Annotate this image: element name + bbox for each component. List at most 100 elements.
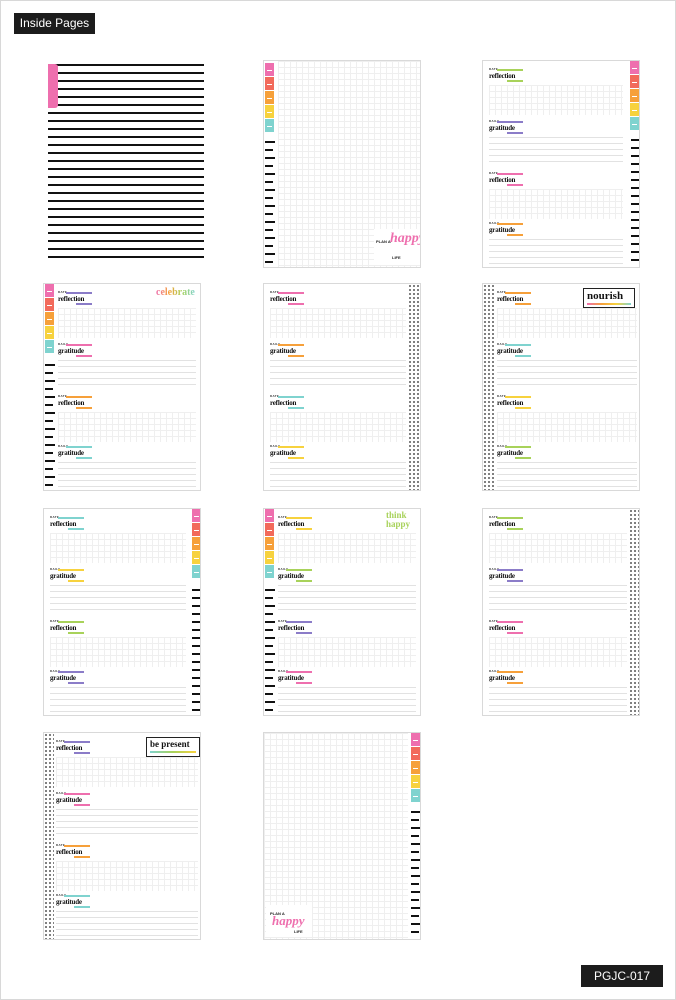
edge-tick (45, 388, 53, 390)
heading-underline (288, 355, 304, 357)
reflection-grid (58, 308, 196, 338)
edge-tick (45, 372, 53, 374)
reflection-grid (278, 533, 416, 563)
heading-underline (296, 632, 312, 634)
edge-tick (265, 181, 273, 183)
edge-tick (631, 227, 639, 229)
writing-line (497, 366, 637, 367)
reflection-heading: reflection (56, 744, 83, 752)
daily-label: DAILY (58, 444, 69, 448)
dot-grid (264, 733, 408, 939)
reflection-heading: reflection (278, 520, 305, 528)
writing-line (50, 597, 186, 598)
gratitude-heading: gratitude (489, 226, 515, 234)
gratitude-heading: gratitude (56, 796, 82, 804)
dotted-edge (408, 284, 420, 490)
date-label: DATE (58, 394, 68, 398)
reflection-grid (58, 412, 196, 442)
stripe-line (48, 168, 204, 170)
writing-line (58, 486, 196, 487)
color-swash (278, 344, 304, 346)
edge-tick (265, 685, 275, 687)
section-tab (192, 565, 200, 578)
edge-tick (631, 155, 639, 157)
gratitude-heading: gratitude (58, 347, 84, 355)
edge-tick (631, 203, 639, 205)
reflection-heading: reflection (497, 399, 524, 407)
stripe-line (48, 152, 204, 154)
section-tab (630, 61, 639, 74)
color-swash (58, 621, 84, 623)
writing-line (489, 687, 627, 688)
heading-underline (68, 528, 84, 530)
edge-tick (265, 221, 275, 223)
writing-line (50, 609, 186, 610)
writing-line (489, 155, 623, 156)
writing-line (497, 486, 637, 487)
stripe-line (48, 80, 204, 82)
reflection-grid (489, 637, 627, 667)
writing-line (278, 693, 416, 694)
stripe-line (48, 104, 204, 106)
edge-tick (192, 629, 200, 631)
date-label: DATE (56, 739, 66, 743)
heading-underline (68, 580, 84, 582)
edge-tick (265, 621, 275, 623)
gratitude-heading: gratitude (50, 674, 76, 682)
section-tab (630, 103, 639, 116)
section-tab (45, 284, 54, 297)
edge-tick (411, 915, 419, 917)
section-tab (411, 775, 420, 788)
edge-tick (631, 187, 639, 189)
writing-line (50, 711, 186, 712)
edge-tick (265, 613, 273, 615)
heading-underline (507, 80, 523, 82)
writing-line (50, 687, 186, 688)
edge-tick (192, 589, 200, 591)
edge-tick (631, 211, 639, 213)
dotted-edge (629, 509, 639, 715)
daily-label: DAILY (50, 669, 61, 673)
reflection-grid (56, 861, 198, 891)
edge-tick (45, 460, 55, 462)
color-swash (66, 344, 92, 346)
edge-tick (265, 261, 273, 263)
writing-line (278, 687, 416, 688)
edge-tick (411, 907, 420, 909)
writing-line (270, 480, 406, 481)
daily-label: DAILY (56, 791, 67, 795)
edge-tick (45, 476, 55, 478)
color-swash (64, 845, 90, 847)
writing-line (50, 585, 186, 586)
writing-line (270, 486, 406, 487)
edge-tick (631, 139, 639, 141)
color-swash (66, 396, 92, 398)
section-tab (265, 537, 274, 550)
nourish-stripe (587, 303, 631, 305)
stripe-line (48, 176, 204, 178)
section-tab (265, 509, 274, 522)
gratitude-heading: gratitude (489, 572, 515, 580)
date-label: DATE (56, 843, 66, 847)
reflection-heading: reflection (489, 624, 516, 632)
reflection-grid (56, 757, 198, 787)
section-tab (411, 789, 420, 802)
pink-tab (48, 64, 58, 108)
writing-line (489, 143, 623, 144)
writing-line (270, 384, 406, 385)
color-swash (278, 446, 304, 448)
edge-tick (411, 819, 419, 821)
date-label: DATE (50, 515, 60, 519)
tab-arrow-icon (267, 529, 272, 531)
heading-underline (288, 407, 304, 409)
stripe-line (48, 224, 204, 226)
thumbnail-reflection-tabs-right: DATE reflection DAILY gratitude DATE reflecti… (482, 60, 640, 268)
heading-underline (76, 457, 92, 459)
tab-arrow-icon (194, 543, 199, 545)
color-swash (497, 223, 523, 225)
stripe-line (48, 112, 204, 114)
writing-line (489, 137, 623, 138)
color-swash (58, 517, 84, 519)
date-label: DATE (278, 515, 288, 519)
tab-arrow-icon (47, 290, 52, 292)
